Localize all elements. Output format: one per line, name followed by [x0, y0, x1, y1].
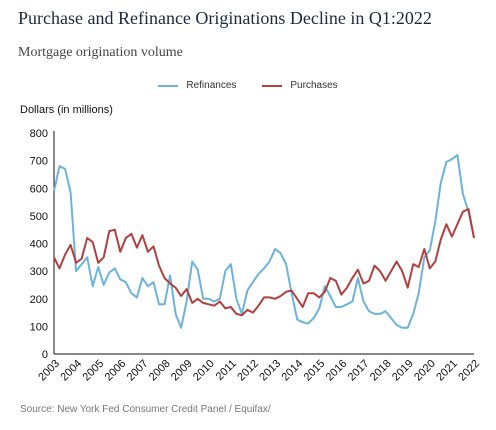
x-tick-label: 2014: [279, 358, 305, 384]
y-tick-label: 0: [42, 349, 48, 361]
x-tick-label: 2003: [36, 358, 62, 384]
y-tick-label: 100: [30, 321, 48, 333]
x-tick-label: 2016: [324, 358, 350, 384]
source-note: Source: New York Fed Consumer Credit Pan…: [20, 404, 271, 415]
x-tick-label: 2018: [368, 358, 394, 384]
x-tick-label: 2013: [257, 358, 283, 384]
x-tick-label: 2011: [214, 358, 239, 383]
y-tick-label: 400: [30, 239, 48, 251]
x-tick-label: 2022: [456, 358, 482, 384]
x-tick-label: 2004: [58, 358, 84, 384]
series-line-refinances: [53, 154, 475, 329]
legend-item-refinances[interactable]: Refinances: [158, 80, 236, 91]
y-tick-label: 200: [30, 294, 48, 306]
x-tick-label: 2015: [302, 358, 328, 384]
legend-label-refinances: Refinances: [186, 80, 237, 91]
y-tick-label: 800: [30, 128, 48, 140]
chart-subtitle: Mortgage origination volume: [18, 45, 183, 60]
x-tick-label: 2006: [103, 358, 129, 384]
x-tick-label: 2019: [390, 358, 416, 384]
x-tick-label: 2010: [191, 358, 217, 384]
legend-swatch-purchases: [262, 84, 283, 87]
x-tick-label: 2020: [412, 358, 438, 384]
x-tick-label: 2008: [147, 358, 173, 384]
legend: Refinances Purchases: [0, 80, 496, 91]
chart-title: Purchase and Refinance Originations Decl…: [18, 8, 432, 28]
x-tick-label: 2005: [81, 358, 107, 384]
x-tick-label: 2007: [125, 358, 151, 384]
x-tick-label: 2021: [434, 358, 460, 384]
y-tick-label: 300: [30, 266, 48, 278]
legend-label-purchases: Purchases: [290, 80, 338, 91]
y-tick-label: 600: [30, 183, 48, 195]
y-axis-label: Dollars (in millions): [20, 104, 113, 116]
series-line-purchases: [53, 208, 475, 317]
x-tick-label: 2009: [169, 358, 195, 384]
x-tick-label: 2012: [235, 358, 261, 384]
x-tick-label: 2017: [346, 358, 372, 384]
y-tick-label: 700: [30, 156, 48, 168]
y-tick-label: 500: [30, 211, 48, 223]
legend-item-purchases[interactable]: Purchases: [262, 80, 338, 91]
legend-swatch-refinances: [158, 84, 179, 87]
